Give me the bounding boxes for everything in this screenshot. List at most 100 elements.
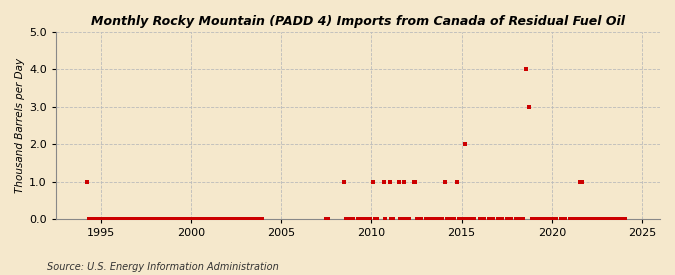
Point xyxy=(369,217,380,221)
Point xyxy=(396,217,407,221)
Point xyxy=(136,217,147,221)
Point xyxy=(464,217,475,221)
Point xyxy=(199,217,210,221)
Point xyxy=(605,217,616,221)
Point xyxy=(180,217,190,221)
Point xyxy=(130,217,141,221)
Point xyxy=(183,217,194,221)
Point xyxy=(226,217,237,221)
Point xyxy=(249,217,260,221)
Point xyxy=(342,217,353,221)
Point xyxy=(154,217,165,221)
Point xyxy=(248,217,259,221)
Point xyxy=(596,217,607,221)
Point xyxy=(186,217,196,221)
Point xyxy=(126,217,136,221)
Point xyxy=(358,217,369,221)
Point xyxy=(468,217,479,221)
Point xyxy=(198,217,209,221)
Point xyxy=(132,217,142,221)
Point xyxy=(178,217,189,221)
Point xyxy=(591,217,602,221)
Point xyxy=(616,217,626,221)
Point xyxy=(234,217,245,221)
Point xyxy=(100,217,111,221)
Point xyxy=(618,217,629,221)
Y-axis label: Thousand Barrels per Day: Thousand Barrels per Day xyxy=(15,58,25,193)
Point xyxy=(252,217,263,221)
Point xyxy=(99,217,109,221)
Point xyxy=(250,217,261,221)
Point xyxy=(356,217,367,221)
Text: Source: U.S. Energy Information Administration: Source: U.S. Energy Information Administ… xyxy=(47,262,279,271)
Point xyxy=(86,217,97,221)
Point xyxy=(465,217,476,221)
Point xyxy=(545,217,556,221)
Point xyxy=(84,217,95,221)
Point xyxy=(589,217,599,221)
Point xyxy=(214,217,225,221)
Point xyxy=(416,217,427,221)
Point xyxy=(410,179,421,184)
Point xyxy=(160,217,171,221)
Point xyxy=(542,217,553,221)
Point xyxy=(144,217,155,221)
Point xyxy=(133,217,144,221)
Point xyxy=(404,217,414,221)
Point xyxy=(475,217,485,221)
Point xyxy=(238,217,249,221)
Point xyxy=(412,217,423,221)
Point xyxy=(452,179,462,184)
Point xyxy=(439,179,450,184)
Point xyxy=(518,217,529,221)
Point xyxy=(608,217,619,221)
Point xyxy=(182,217,192,221)
Point xyxy=(117,217,128,221)
Point xyxy=(205,217,216,221)
Point xyxy=(148,217,159,221)
Point xyxy=(384,179,395,184)
Point xyxy=(123,217,134,221)
Point xyxy=(462,217,473,221)
Point xyxy=(570,217,581,221)
Point xyxy=(157,217,168,221)
Point xyxy=(459,142,470,146)
Point xyxy=(348,217,359,221)
Point xyxy=(593,217,603,221)
Point xyxy=(434,217,445,221)
Point xyxy=(156,217,167,221)
Point xyxy=(169,217,180,221)
Point xyxy=(506,217,516,221)
Point xyxy=(601,217,612,221)
Point xyxy=(536,217,547,221)
Point xyxy=(193,217,204,221)
Point xyxy=(556,217,566,221)
Point xyxy=(145,217,156,221)
Point xyxy=(385,217,396,221)
Point xyxy=(398,217,408,221)
Point xyxy=(578,217,589,221)
Point xyxy=(172,217,183,221)
Point xyxy=(617,217,628,221)
Point xyxy=(368,179,379,184)
Point xyxy=(568,217,578,221)
Point xyxy=(163,217,174,221)
Point xyxy=(231,217,242,221)
Point xyxy=(209,217,219,221)
Point xyxy=(219,217,230,221)
Point xyxy=(535,217,545,221)
Point xyxy=(510,217,521,221)
Point xyxy=(82,179,93,184)
Point xyxy=(217,217,228,221)
Point xyxy=(339,179,350,184)
Point xyxy=(378,179,389,184)
Point xyxy=(379,217,390,221)
Point xyxy=(539,217,549,221)
Point xyxy=(95,217,105,221)
Point xyxy=(146,217,157,221)
Point xyxy=(187,217,198,221)
Point xyxy=(222,217,233,221)
Point xyxy=(524,104,535,109)
Point xyxy=(395,217,406,221)
Point xyxy=(113,217,124,221)
